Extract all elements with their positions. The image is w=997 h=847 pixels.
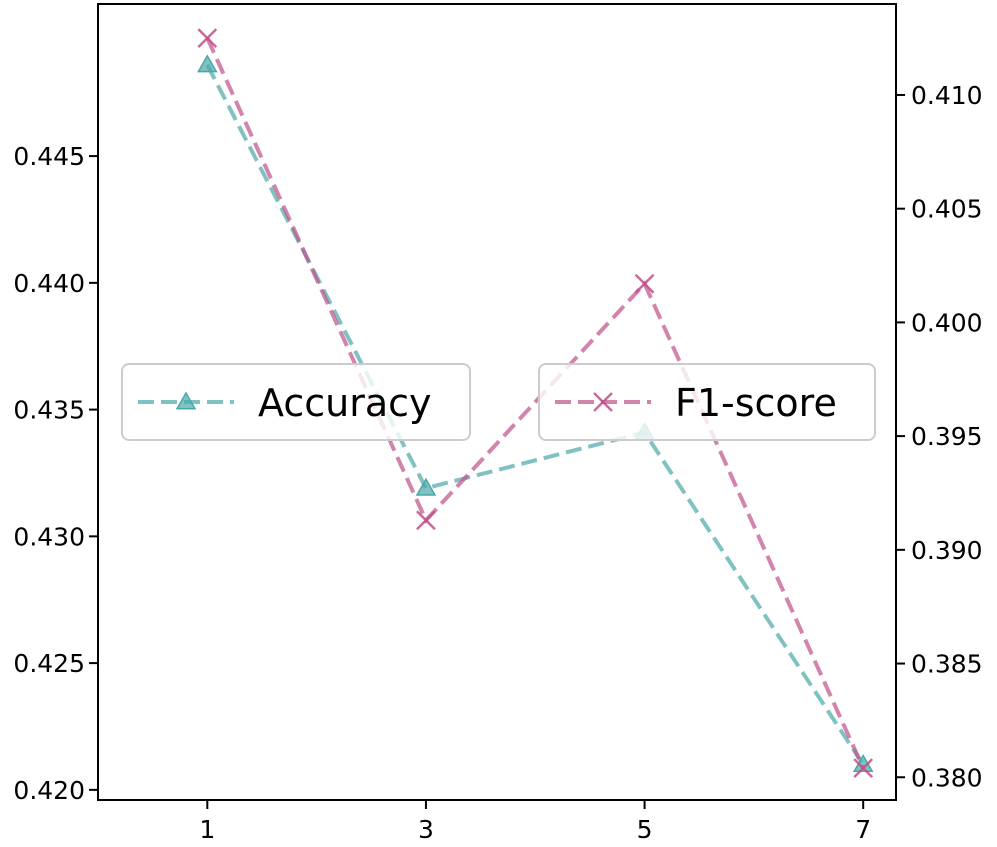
marker-stroke — [853, 758, 874, 779]
data-point — [415, 477, 437, 496]
y-left-tick-label: 0.425 — [13, 649, 85, 678]
legends: Accuracy F1-score — [121, 363, 876, 441]
axes: 1 3 5 7 0.420 0.425 0.430 0.435 0.440 0.445 0.380 0… — [13, 3, 983, 844]
y-right-tick-label: 0.400 — [911, 308, 983, 337]
data-point — [416, 510, 436, 531]
legend-label: Accuracy — [258, 381, 432, 425]
x-tick-label: 3 — [418, 815, 434, 844]
x-tick-label: 1 — [199, 815, 215, 844]
y-right-tick-label: 0.395 — [911, 422, 983, 451]
legend-marker — [593, 392, 613, 412]
legend-f1-score: F1-score — [538, 363, 876, 441]
legend-box — [121, 363, 471, 441]
x-tick-label: 7 — [855, 815, 871, 844]
marker-stroke — [416, 510, 436, 531]
legend-marker — [175, 391, 197, 410]
x-tick-label: 5 — [637, 815, 653, 844]
y-right-tick-label: 0.380 — [911, 763, 983, 792]
y-left-tick-label: 0.445 — [13, 142, 85, 171]
data-point — [853, 758, 874, 779]
y-right-tick-label: 0.390 — [911, 536, 983, 565]
legend-label: F1-score — [675, 381, 837, 425]
data-point — [197, 28, 218, 48]
y-left-tick-label: 0.435 — [13, 396, 85, 425]
axes-frame — [97, 3, 897, 801]
y-left-tick-label: 0.430 — [13, 522, 85, 551]
y-right-tick-label: 0.405 — [911, 195, 983, 224]
legend-box — [538, 363, 876, 441]
marker-stroke — [593, 392, 613, 412]
y-left-tick-label: 0.440 — [13, 269, 85, 298]
data-point — [197, 54, 218, 73]
y-right-tick-label: 0.410 — [911, 81, 983, 110]
y-right-tick-label: 0.385 — [911, 650, 983, 679]
marker-stroke — [634, 273, 655, 294]
data-point — [634, 273, 655, 294]
marker-stroke — [197, 28, 218, 48]
series-f1-score — [197, 28, 874, 779]
series-line — [205, 37, 866, 769]
legend-accuracy: Accuracy — [121, 363, 471, 441]
y-left-tick-label: 0.420 — [13, 776, 85, 805]
